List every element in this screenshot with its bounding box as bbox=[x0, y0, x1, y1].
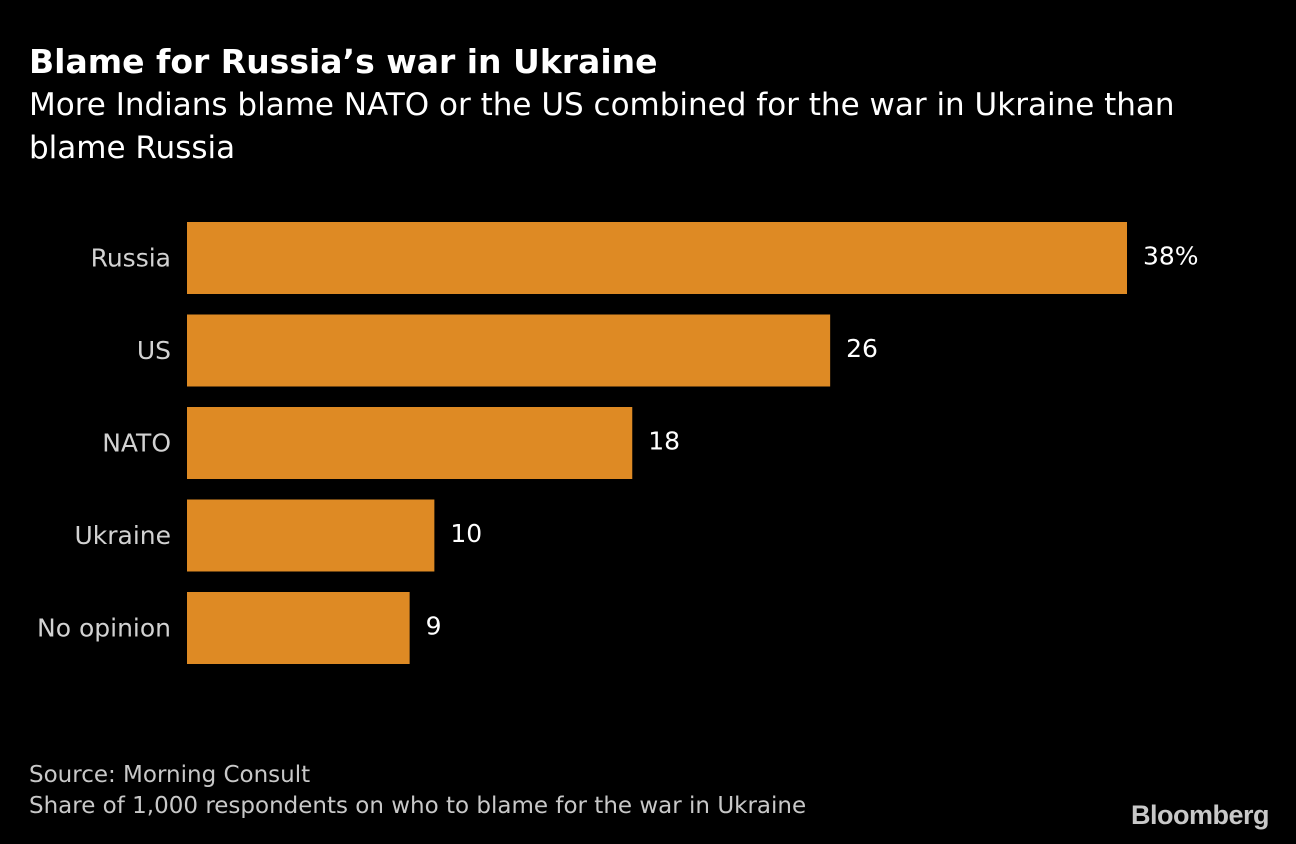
category-label-us: US bbox=[137, 336, 171, 365]
category-label-ukraine: Ukraine bbox=[74, 521, 171, 550]
methodology-note: Share of 1,000 respondents on who to bla… bbox=[29, 793, 807, 819]
chart-subtitle: More Indians blame NATO or the US combin… bbox=[29, 87, 1175, 166]
bar-us bbox=[187, 314, 831, 387]
value-label-ukraine: 10 bbox=[450, 519, 482, 548]
value-label-nato: 18 bbox=[648, 427, 680, 456]
value-label-russia: 38% bbox=[1143, 242, 1199, 271]
bar-ukraine bbox=[187, 499, 435, 572]
category-label-russia: Russia bbox=[91, 244, 171, 273]
chart-footer: Source: Morning Consult Share of 1,000 r… bbox=[29, 760, 806, 822]
category-label-no-opinion: No opinion bbox=[37, 614, 171, 643]
bar-no-opinion bbox=[187, 592, 410, 664]
category-label-nato: NATO bbox=[102, 429, 171, 458]
value-label-us: 26 bbox=[846, 334, 878, 363]
chart-title: Blame for Russia’s war in Ukraine bbox=[29, 42, 658, 81]
bar-russia bbox=[187, 222, 1127, 294]
value-label-no-opinion: 9 bbox=[426, 612, 442, 641]
bloomberg-logo: Bloomberg bbox=[1130, 800, 1270, 830]
source-note: Source: Morning Consult bbox=[29, 762, 311, 788]
bar-nato bbox=[187, 407, 633, 479]
